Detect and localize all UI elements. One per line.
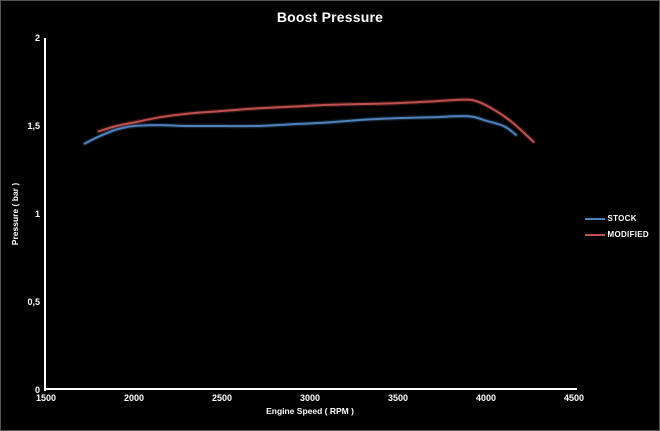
x-tick-label: 4000 <box>476 393 496 403</box>
x-tick-label: 2000 <box>124 393 144 403</box>
modified-line <box>97 98 535 143</box>
x-axis-title: Engine Speed ( RPM ) <box>266 406 354 416</box>
legend-item-modified: MODIFIED <box>585 230 649 239</box>
legend-label-stock: STOCK <box>607 214 637 223</box>
y-tick-label: 1 <box>35 209 40 219</box>
legend-item-stock: STOCK <box>585 214 649 223</box>
stock-line <box>83 115 517 145</box>
y-tick-label: 2 <box>35 33 40 43</box>
x-tick-label: 2500 <box>212 393 232 403</box>
y-tick-label: 0 <box>35 385 40 395</box>
x-tick-label: 4500 <box>564 393 584 403</box>
legend: STOCK MODIFIED <box>585 214 649 239</box>
x-tick-label: 3500 <box>388 393 408 403</box>
legend-label-modified: MODIFIED <box>607 230 649 239</box>
stock-line-swatch <box>585 217 606 220</box>
modified-line-swatch <box>585 233 606 236</box>
x-tick-label: 3000 <box>300 393 320 403</box>
y-tick-label: 1,5 <box>27 121 40 131</box>
y-tick-label: 0,5 <box>27 297 40 307</box>
x-tick-label: 1500 <box>36 393 56 403</box>
chart-title: Boost Pressure <box>276 9 384 25</box>
